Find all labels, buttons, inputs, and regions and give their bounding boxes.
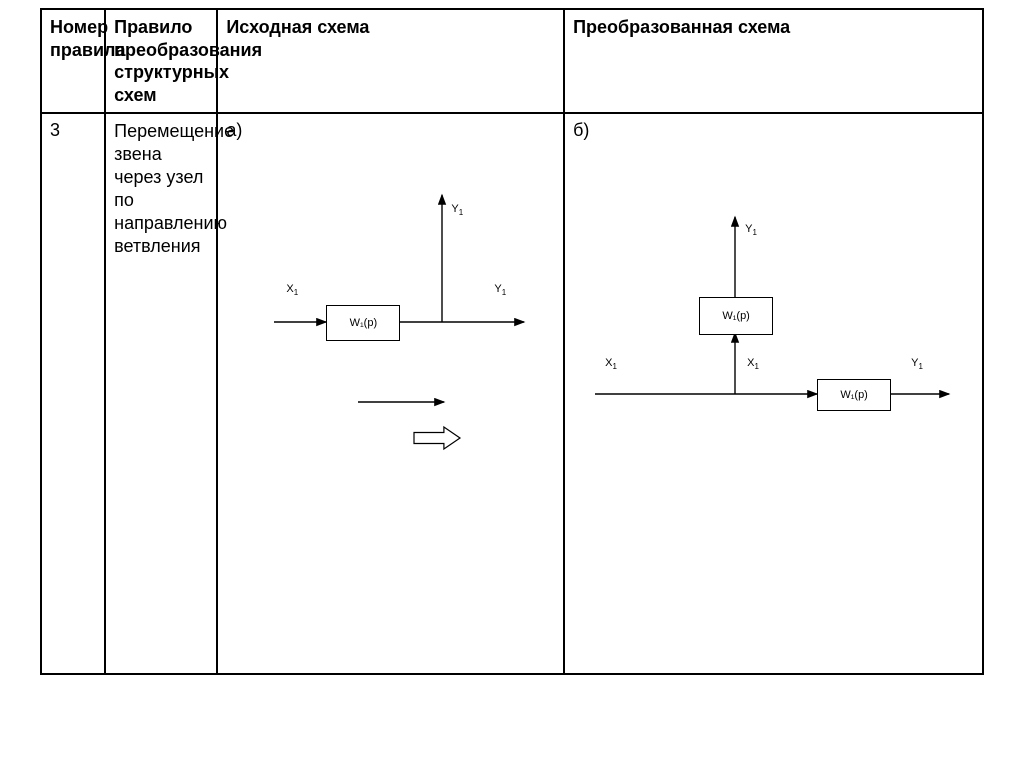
label-y1-top: Y1	[745, 223, 757, 237]
label-b: б)	[573, 120, 974, 141]
label-a: а)	[226, 120, 555, 141]
diagram-a: W₁(p) X1 Y1 Y1	[226, 147, 555, 667]
rule-text-cell: Перемещение звена через узел по направле…	[105, 113, 217, 674]
header-col1: Номер правила	[41, 9, 105, 113]
label-y1-top: Y1	[451, 203, 463, 217]
transformed-diagram-cell: б) W₁(p) W₁(p) Y1 X1 X1 Y1	[564, 113, 983, 674]
label-x1: X1	[286, 283, 298, 297]
source-diagram-cell: а) W₁(p) X1 Y1 Y1	[217, 113, 564, 674]
label-x1-mid: X1	[747, 357, 759, 371]
block-w1p-top: W₁(p)	[699, 297, 773, 335]
label-y1-right: Y1	[494, 283, 506, 297]
table-header-row: Номер правила Правило преобразования стр…	[41, 9, 983, 113]
rule-number-cell: 3	[41, 113, 105, 674]
table-row: 3 Перемещение звена через узел по направ…	[41, 113, 983, 674]
label-x1-left: X1	[605, 357, 617, 371]
block-w1p: W₁(p)	[326, 305, 400, 341]
block-w1p-right: W₁(p)	[817, 379, 891, 411]
rules-table: Номер правила Правило преобразования стр…	[40, 8, 984, 675]
diagram-b: W₁(p) W₁(p) Y1 X1 X1 Y1	[573, 147, 974, 667]
header-col4: Преобразованная схема	[564, 9, 983, 113]
header-col3: Исходная схема	[217, 9, 564, 113]
header-col2: Правило преобразования структурных схем	[105, 9, 217, 113]
label-y1-right: Y1	[911, 357, 923, 371]
